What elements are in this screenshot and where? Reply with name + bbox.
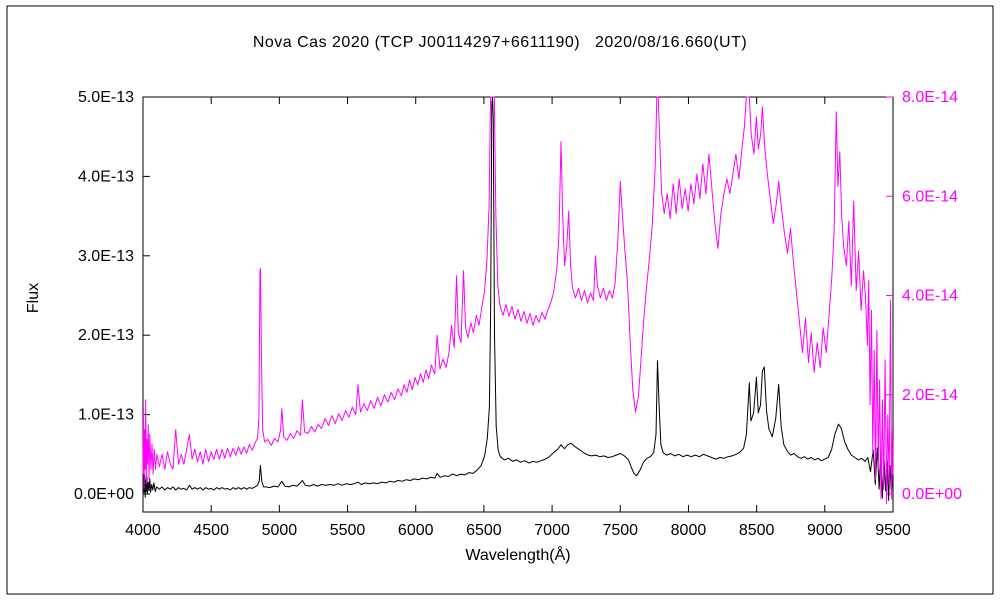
x-tick-label: 4000 [125, 522, 161, 539]
x-tick-label: 4500 [193, 522, 229, 539]
x-tick-label: 8500 [739, 522, 775, 539]
outer-border [6, 5, 994, 595]
x-tick-label: 9500 [875, 522, 911, 539]
x-tick-label: 8000 [671, 522, 707, 539]
left-tick-label: 3.0E-13 [78, 248, 134, 265]
left-tick-label: 0.0E+00 [74, 486, 134, 503]
right-tick-label: 0.0E+00 [902, 486, 962, 503]
left-axis-title: Flux [25, 283, 42, 313]
left-tick-label: 1.0E-13 [78, 407, 134, 424]
chart-title: Nova Cas 2020 (TCP J00114297+6611190) 20… [253, 34, 747, 51]
right-tick-label: 4.0E-14 [902, 288, 958, 305]
x-tick-label: 5500 [330, 522, 366, 539]
left-tick-label: 5.0E-13 [78, 89, 134, 106]
x-tick-label: 6000 [398, 522, 434, 539]
x-tick-label: 5000 [262, 522, 298, 539]
x-axis-title: Wavelength(Å) [465, 545, 570, 564]
x-tick-label: 9000 [807, 522, 843, 539]
x-tick-label: 7000 [534, 522, 570, 539]
x-tick-label: 6500 [466, 522, 502, 539]
plot-frame [142, 96, 894, 513]
right-tick-label: 2.0E-14 [902, 387, 958, 404]
plot-generated-layer: 4000 4500 5000 5500 6000 6500 7000 7500 8000 8500… [6, 5, 994, 595]
scaled-spectrum-magenta [142, 96, 894, 505]
left-tick-label: 2.0E-13 [78, 327, 134, 344]
x-tick-label: 7500 [602, 522, 638, 539]
right-tick-label: 6.0E-14 [902, 188, 958, 205]
right-tick-label: 8.0E-14 [902, 89, 958, 106]
left-tick-label: 4.0E-13 [78, 168, 134, 185]
flux-spectrum-black [142, 96, 894, 501]
